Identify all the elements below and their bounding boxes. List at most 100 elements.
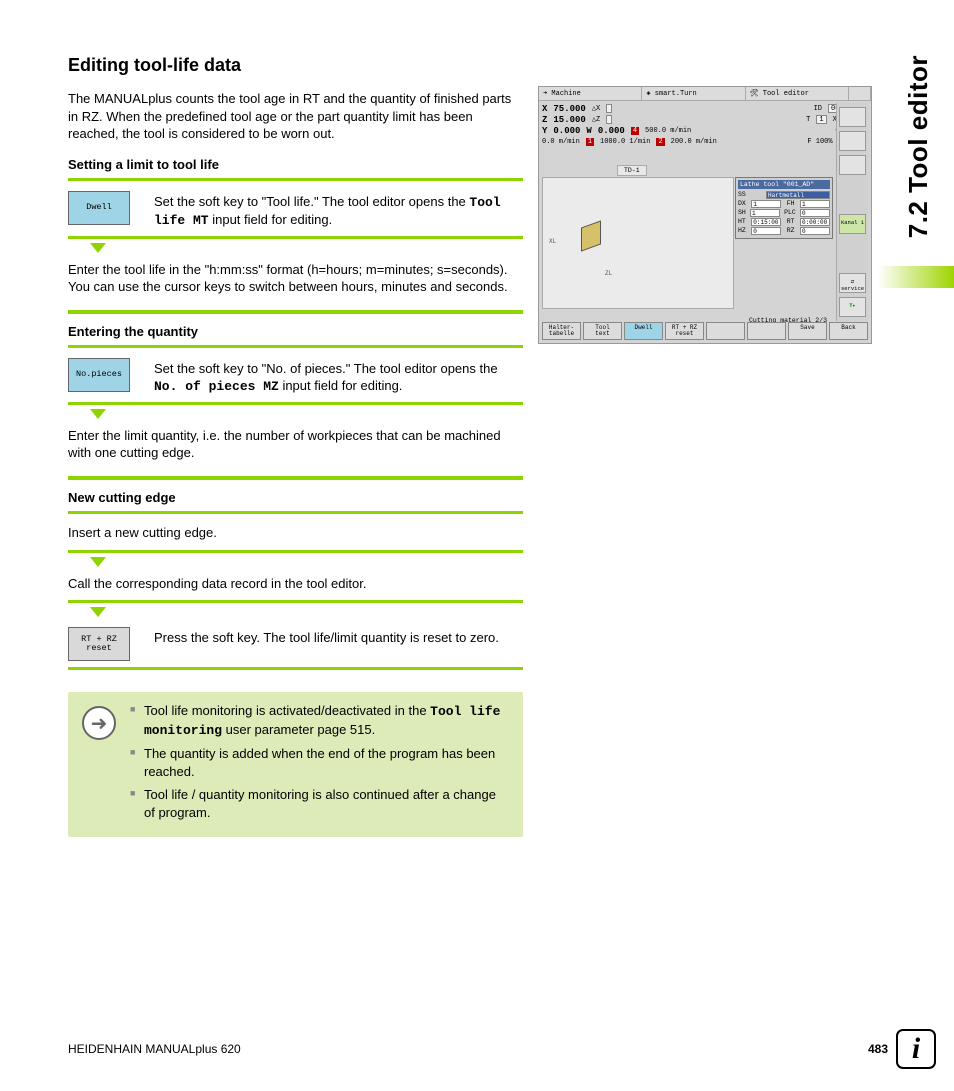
- dro-dz-value: [606, 115, 612, 124]
- ss-sk-dwell[interactable]: Dwell: [624, 322, 663, 340]
- arrow-down-icon: [90, 557, 106, 567]
- ss-sk-tooltext[interactable]: Tool text: [583, 322, 622, 340]
- text: user parameter page 515.: [222, 722, 375, 737]
- ss-rbtn-service[interactable]: ⇄ service: [839, 273, 866, 293]
- softkey-desc: Set the soft key to "No. of pieces." The…: [154, 358, 523, 396]
- divider: [68, 402, 523, 405]
- dro-t-label: T: [806, 116, 810, 124]
- dlg-hz[interactable]: 0: [751, 227, 781, 235]
- mono-text: No. of pieces MZ: [154, 379, 279, 394]
- dlg-fh-label: FH: [787, 200, 795, 208]
- dlg-rz[interactable]: 0: [800, 227, 830, 235]
- ss-tab-smartturn[interactable]: ◈ smart.Turn: [642, 87, 745, 100]
- dlg-rt-label: RT: [787, 218, 795, 226]
- dro-dx-value: [606, 104, 612, 113]
- section1-after: Enter the tool life in the "h:mm:ss" for…: [68, 261, 523, 296]
- note-item: Tool life / quantity monitoring is also …: [130, 786, 509, 821]
- dlg-ht[interactable]: 0:15:00: [751, 218, 781, 226]
- dlg-sh[interactable]: 1: [750, 209, 780, 217]
- text: Set the soft key to "No. of pieces." The…: [154, 361, 498, 376]
- dlg-dx-label: DX: [738, 200, 746, 208]
- dlg-plc-label: PLC: [784, 209, 796, 217]
- note-item: Tool life monitoring is activated/deacti…: [130, 702, 509, 739]
- section3-step1: Insert a new cutting edge.: [68, 524, 523, 542]
- ss-dialog-title: Lathe tool "001_AD": [738, 180, 830, 189]
- dlg-ss-label: SS: [738, 191, 746, 199]
- softkey-desc: Set the soft key to "Tool life." The too…: [154, 191, 523, 230]
- ss-canvas: XL ZL: [542, 177, 734, 309]
- divider: [68, 511, 523, 514]
- arrow-down-icon: [90, 409, 106, 419]
- ss-tab-tooleditor[interactable]: 🛠 Tool editor: [746, 87, 849, 100]
- dro-stop-1: 1: [586, 138, 594, 146]
- dlg-material[interactable]: Hartmetall: [766, 191, 830, 199]
- dlg-plc[interactable]: 0: [800, 209, 830, 217]
- text: input field for editing.: [209, 212, 333, 227]
- dro-x-label: X: [542, 104, 547, 114]
- divider: [68, 600, 523, 603]
- dlg-dx[interactable]: 1: [751, 200, 781, 208]
- ss-rbtn-empty[interactable]: [839, 131, 866, 151]
- tool-editor-screenshot: ➜ Machine ◈ smart.Turn 🛠 Tool editor X 7…: [538, 86, 872, 344]
- dro-feed3: 200.0 m/min: [671, 138, 717, 146]
- dro-z-value: 15.000: [553, 115, 585, 125]
- page-heading: Editing tool-life data: [68, 55, 523, 76]
- ss-rbtn-t[interactable]: T▸: [839, 297, 866, 317]
- dro-dx-label: △X: [592, 104, 600, 113]
- dro-s1l: 0.0 m/min: [542, 138, 580, 146]
- note-box: ➜ Tool life monitoring is activated/deac…: [68, 692, 523, 837]
- section3-step2: Call the corresponding data record in th…: [68, 575, 523, 593]
- section3-title: New cutting edge: [68, 490, 523, 505]
- note-arrow-icon: ➜: [82, 706, 116, 740]
- dro-id-label: ID: [814, 105, 822, 113]
- ss-sk-save[interactable]: Save: [788, 322, 827, 340]
- tool-shape-icon: [581, 220, 601, 251]
- softkey-no-pieces[interactable]: No.pieces: [68, 358, 130, 392]
- dlg-ht-label: HT: [738, 218, 746, 226]
- dro-y-value: 0.000: [553, 126, 580, 136]
- side-section-label: 7.2 Tool editor: [903, 55, 934, 238]
- ss-td-chip: TD-1: [617, 165, 647, 176]
- dro-x-value: 75.000: [553, 104, 585, 114]
- dlg-hz-label: HZ: [738, 227, 746, 235]
- ss-tab-machine[interactable]: ➜ Machine: [539, 87, 642, 100]
- dlg-rt[interactable]: 0:00:00: [800, 218, 830, 226]
- ss-tab-extra[interactable]: [849, 87, 871, 100]
- arrow-down-icon: [90, 243, 106, 253]
- text: Set the soft key to "Tool life." The too…: [154, 194, 469, 209]
- dro-feed1: 500.0 m/min: [645, 127, 691, 135]
- dlg-fh[interactable]: 1: [800, 200, 830, 208]
- canvas-zl-label: ZL: [605, 270, 612, 277]
- dlg-rz-label: RZ: [787, 227, 795, 235]
- page-number: 483: [868, 1042, 888, 1056]
- text: input field for editing.: [279, 378, 403, 393]
- divider: [68, 178, 523, 181]
- dro-pct1: F 100%: [807, 138, 832, 146]
- section2-after: Enter the limit quantity, i.e. the numbe…: [68, 427, 523, 462]
- softkey-dwell[interactable]: Dwell: [68, 191, 130, 225]
- dro-w-value: 0.000: [598, 126, 625, 136]
- ss-sk-rtrz[interactable]: RT + RZ reset: [665, 322, 704, 340]
- ss-rbtn-empty[interactable]: [839, 107, 866, 127]
- dro-z-label: Z: [542, 115, 547, 125]
- ss-sk-back[interactable]: Back: [829, 322, 868, 340]
- ss-sk-halter[interactable]: Halter- tabelle: [542, 322, 581, 340]
- dlg-sh-label: SH: [738, 209, 746, 217]
- arrow-down-icon: [90, 607, 106, 617]
- dro-y-label: Y: [542, 126, 547, 136]
- dro-stop-4: 4: [631, 127, 639, 135]
- note-item: The quantity is added when the end of th…: [130, 745, 509, 780]
- dro-dz-label: △Z: [592, 115, 600, 124]
- info-icon: i: [896, 1029, 936, 1069]
- text: Tool life monitoring is activated/deacti…: [144, 703, 430, 718]
- ss-rbtn-kanal[interactable]: Kanal 1: [839, 214, 866, 234]
- dro-stop-2: 2: [656, 138, 664, 146]
- intro-paragraph: The MANUALplus counts the tool age in RT…: [68, 90, 523, 143]
- ss-sk-empty[interactable]: [706, 322, 745, 340]
- ss-sk-empty[interactable]: [747, 322, 786, 340]
- dro-t-value: 1: [816, 115, 826, 124]
- softkey-rt-rz-reset[interactable]: RT + RZ reset: [68, 627, 130, 661]
- ss-rbtn-empty[interactable]: [839, 155, 866, 175]
- section1-title: Setting a limit to tool life: [68, 157, 523, 172]
- divider: [68, 236, 523, 239]
